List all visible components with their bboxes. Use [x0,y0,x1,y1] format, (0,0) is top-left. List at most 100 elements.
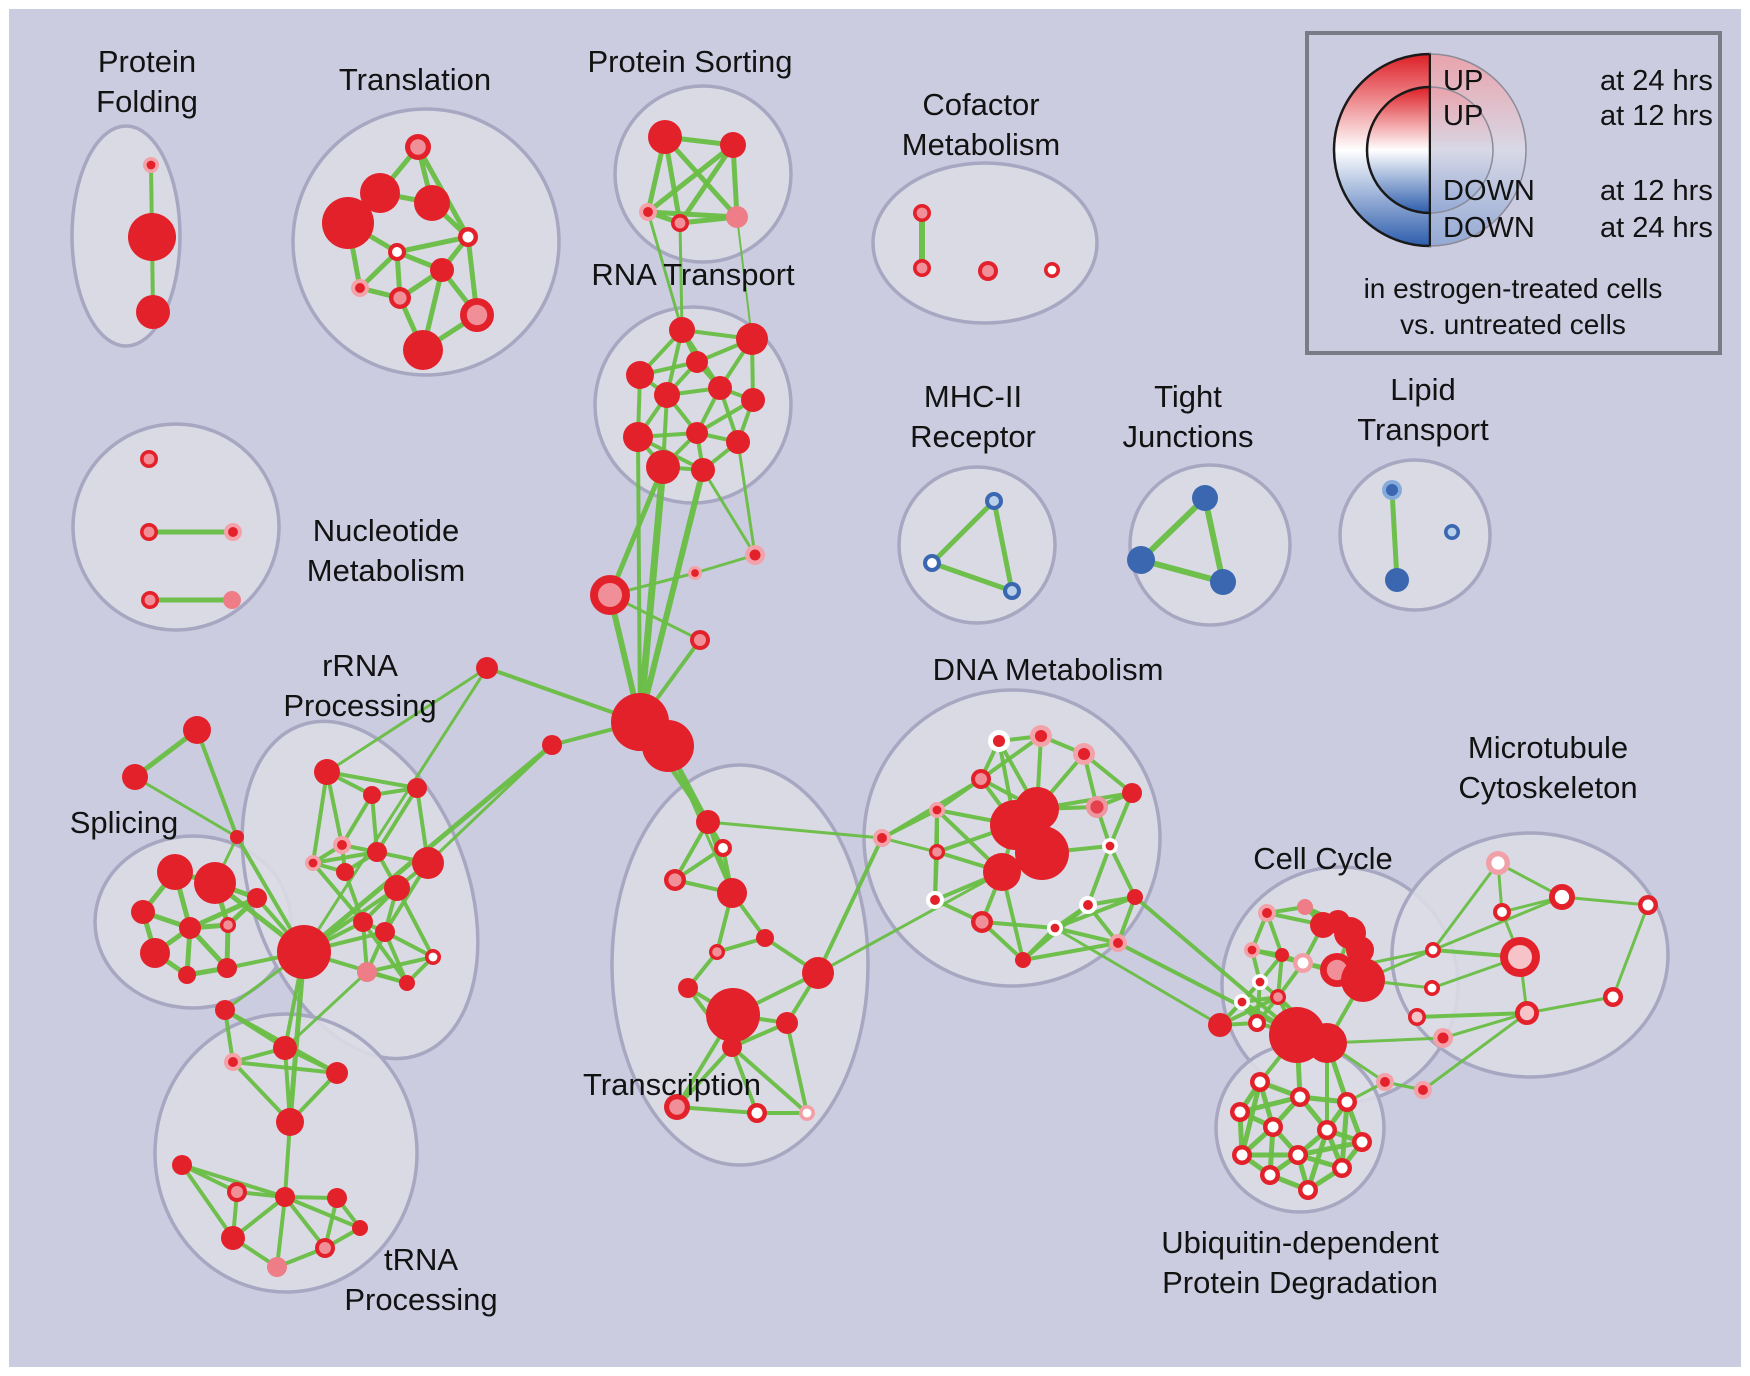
node-conn-10 [1425,942,1441,958]
node-splicing-5 [140,938,170,968]
node-cell_cycle-11 [1252,974,1268,990]
edge [283,1195,327,1250]
node-splicing-1 [194,862,236,904]
node-mhc-2 [1003,582,1021,600]
node-rrna-13 [399,975,415,991]
label-cofactor: Cofactor [922,87,1039,122]
legend-caption-line2: vs. untreated cells [1400,309,1626,340]
edge [361,920,409,985]
legend-row-dir: DOWN [1443,175,1535,207]
node-dna-15 [1079,896,1097,914]
node-transcription-13 [799,1105,815,1121]
label-microtubule: Microtubule [1468,730,1628,765]
node-trna-1 [224,1053,242,1071]
edge [730,1045,759,1115]
node-conn-11 [1424,980,1440,996]
edge [1086,844,1112,907]
node-cofactor-3 [1044,262,1060,278]
edge [736,440,757,557]
edge [1431,895,1564,952]
edge [1295,1139,1365,1158]
node-ubiquitin-5 [1317,1120,1337,1140]
edge [1133,895,1299,1037]
edge [1108,844,1137,899]
node-rrna-10 [375,922,395,942]
label-trna: tRNA [384,1242,458,1277]
node-rna_transport-11 [691,458,715,482]
node-transcription-2 [664,869,686,891]
node-translation-3 [414,185,450,221]
edge [180,1163,235,1240]
node-protein_folding-1 [128,213,176,261]
edge [1138,557,1226,585]
edge [1053,926,1222,1027]
node-conn-3 [688,566,702,580]
bubble-mhc [897,465,1057,625]
label-protein_sorting: Protein Sorting [587,44,792,79]
node-rrna-3 [333,836,351,854]
edge [880,836,939,854]
node-rrna-9 [353,912,373,932]
node-ubiquitin-4 [1263,1117,1283,1137]
legend-dial [1332,52,1527,248]
node-trna-10 [315,1238,335,1258]
edge [816,836,884,975]
legend-row-time: at 24 hrs [1600,212,1713,244]
node-conn-4 [690,630,710,650]
node-protein_sorting-4 [726,206,748,228]
legend-row-dir: UP [1443,100,1483,132]
label-dna: DNA Metabolism [933,652,1164,687]
legend-row-time: at 24 hrs [1600,65,1713,97]
node-cell_cycle-16 [1307,1023,1347,1063]
node-ubiquitin-11 [1298,1180,1318,1200]
node-rna_transport-5 [708,376,732,400]
edge [929,498,997,566]
edge [283,1195,362,1230]
node-cell_cycle-2 [1244,942,1260,958]
node-dna-14 [971,911,993,933]
label-ubiquitin: Protein Degradation [1162,1265,1438,1300]
node-transcription-3 [717,878,747,908]
edge [180,1163,287,1199]
node-translation-0 [405,134,431,160]
node-transcription-1 [714,839,732,857]
node-transcription-11 [664,1094,690,1120]
node-conn-1 [642,720,694,772]
label-mhc: MHC-II [924,379,1022,414]
node-rrna-7 [384,875,410,901]
node-rna_transport-8 [686,422,708,444]
node-trna-4 [276,1108,304,1136]
label-tight_junctions: Tight [1154,379,1222,414]
edge [706,820,884,840]
label-transcription: Transcription [583,1067,761,1102]
edge [1138,495,1208,563]
legend-row-dir: UP [1443,65,1483,97]
node-rna_transport-3 [686,351,708,373]
legend-inner-right [1429,86,1494,214]
edge [325,666,489,774]
node-splicing-3 [179,917,201,939]
edge [929,560,1015,594]
node-ubiquitin-6 [1352,1132,1372,1152]
node-trna-12 [352,1220,368,1236]
edge [730,1045,809,1115]
node-rna_transport-10 [646,450,680,484]
label-trna: Processing [344,1282,497,1317]
label-rrna: rRNA [322,648,398,683]
node-microtubule-4 [1515,1001,1539,1025]
edge [816,870,1004,975]
edge [646,210,684,332]
node-transcription-5 [709,944,725,960]
node-dna-5 [929,802,945,818]
node-splicing_outer-1 [122,764,148,790]
node-conn-8 [277,925,331,979]
edge [662,134,740,220]
edge [1415,1011,1529,1019]
node-dna-19 [1015,952,1031,968]
bubble-cofactor [871,161,1099,325]
node-nucleotide-2 [224,523,242,541]
edge [701,468,757,557]
edge [1525,995,1615,1015]
node-trna-7 [275,1187,295,1207]
